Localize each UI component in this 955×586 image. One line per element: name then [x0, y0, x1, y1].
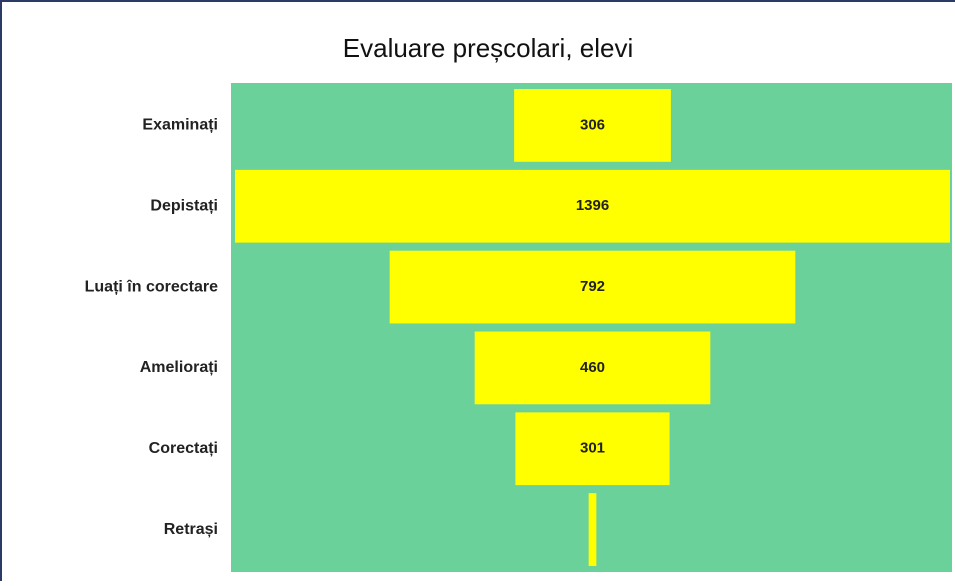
- bar: [588, 493, 597, 566]
- bar: [514, 89, 671, 162]
- category-label: Luați în corectare: [85, 278, 218, 295]
- category-label: Ameliorați: [140, 359, 218, 376]
- plot-area: [231, 83, 952, 572]
- category-label: Corectați: [149, 440, 218, 457]
- bar: [235, 169, 950, 243]
- data-label: 1396: [576, 197, 609, 214]
- chart-title: Evaluare preșcolari, elevi: [343, 33, 633, 63]
- bar: [515, 412, 670, 486]
- data-label: 306: [580, 116, 605, 133]
- category-label: Examinați: [142, 117, 218, 134]
- bar: [474, 331, 711, 405]
- data-label: 460: [580, 359, 605, 376]
- data-label: 301: [580, 440, 605, 457]
- category-label: Depistați: [150, 197, 218, 214]
- bar: [389, 250, 796, 324]
- category-label: Retrași: [164, 521, 218, 538]
- data-label: 792: [580, 278, 605, 295]
